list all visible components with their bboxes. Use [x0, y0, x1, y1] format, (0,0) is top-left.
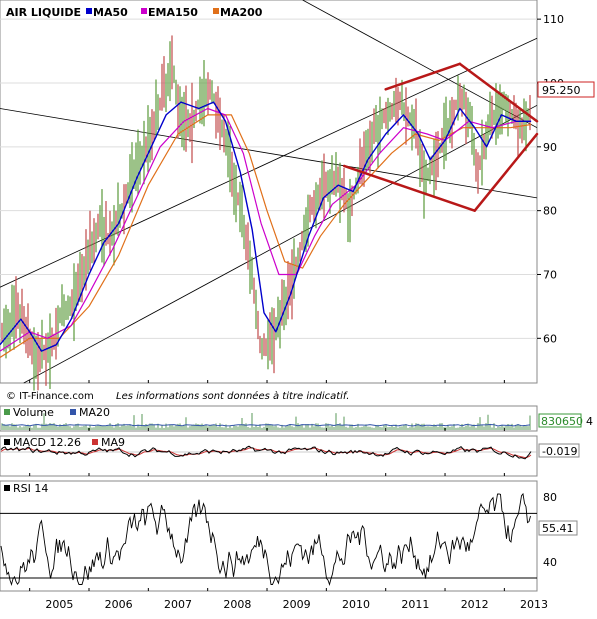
macd-lines — [0, 445, 537, 460]
rsi-panel-frame — [0, 480, 538, 592]
macd-value-label: -0.019 — [542, 445, 577, 458]
year-label: 2009 — [283, 598, 311, 611]
trend-line — [0, 108, 538, 199]
legend-swatch-macd — [4, 439, 10, 445]
price-panel-frame — [0, 0, 538, 384]
copyright-text: © IT-Finance.com — [6, 391, 94, 402]
year-label: 2011 — [401, 598, 429, 611]
legend-volume-ma20: MA20 — [79, 406, 110, 419]
macd-panel-frame — [0, 435, 538, 477]
price-tick-label: 70 — [543, 268, 557, 281]
price-tick-label: 60 — [543, 332, 557, 345]
triangle-pattern — [342, 62, 539, 212]
price-tick-label: 90 — [543, 141, 557, 154]
legend-volume: Volume — [13, 406, 54, 419]
year-label: 2007 — [164, 598, 192, 611]
volume-panel-frame — [0, 405, 538, 432]
legend-ma50: MA50 — [93, 6, 128, 19]
rsi-tick-label: 80 — [543, 491, 557, 504]
legend-swatch-ema150 — [141, 8, 147, 14]
legend-macd-signal: MA9 — [101, 436, 125, 449]
year-label: 2005 — [45, 598, 73, 611]
rsi-axis: 40 80 — [0, 491, 557, 579]
legend-swatch-volume — [4, 409, 10, 415]
legend-swatch-volume-ma20 — [70, 409, 76, 415]
volume-value-label: 830650 — [541, 415, 583, 428]
price-tick-label: 110 — [543, 13, 564, 26]
legend-swatch-ma200 — [213, 8, 219, 14]
time-axis: 2005 2006 2007 2008 2009 2010 2011 2012 2013 — [29, 380, 548, 611]
triangle-edge — [473, 132, 539, 212]
ema150-line — [0, 107, 532, 352]
year-label: 2012 — [461, 598, 489, 611]
triangle-edge — [384, 62, 462, 91]
legend-swatch-macd-signal — [92, 439, 98, 445]
triangle-edge — [342, 164, 476, 212]
rsi-line-path — [0, 492, 531, 587]
trend-line — [0, 37, 538, 288]
legend-ma200: MA200 — [220, 6, 263, 19]
chart-title: AIR LIQUIDE — [6, 6, 81, 19]
year-label: 2013 — [520, 598, 548, 611]
macd-line — [0, 445, 532, 460]
year-label: 2010 — [342, 598, 370, 611]
rsi-value-box — [538, 520, 578, 536]
legend-macd: MACD 12.26 — [13, 436, 81, 449]
last-price-box — [537, 81, 595, 98]
trend-line — [23, 104, 538, 384]
price-legend: AIR LIQUIDE MA50 EMA150 MA200 — [6, 6, 263, 19]
legend-rsi: RSI 14 — [13, 482, 48, 495]
year-label: 2008 — [223, 598, 251, 611]
legend-ema150: EMA150 — [148, 6, 198, 19]
price-axis: 60708090100110 — [537, 13, 564, 345]
volume-value-box — [538, 413, 582, 428]
moving-average-lines — [0, 101, 532, 359]
last-price-label: 95.250 — [542, 84, 581, 97]
volume-value-suffix: 4 — [586, 415, 593, 428]
legend-swatch-rsi — [4, 485, 10, 491]
legend-swatch-ma50 — [86, 8, 92, 14]
volume-bars — [1, 413, 531, 430]
volume-ma20-line — [1, 423, 531, 427]
rsi-value-label: 55.41 — [542, 522, 574, 535]
rsi-tick-label: 40 — [543, 556, 557, 569]
ma50-line — [0, 101, 532, 352]
rsi-line — [0, 492, 531, 587]
price-tick-label: 80 — [543, 205, 557, 218]
year-label: 2006 — [105, 598, 133, 611]
triangle-edge — [458, 62, 539, 123]
price-bars — [1, 35, 531, 391]
disclaimer-text: Les informations sont données à titre in… — [116, 390, 349, 402]
macd-value-box — [538, 443, 580, 458]
